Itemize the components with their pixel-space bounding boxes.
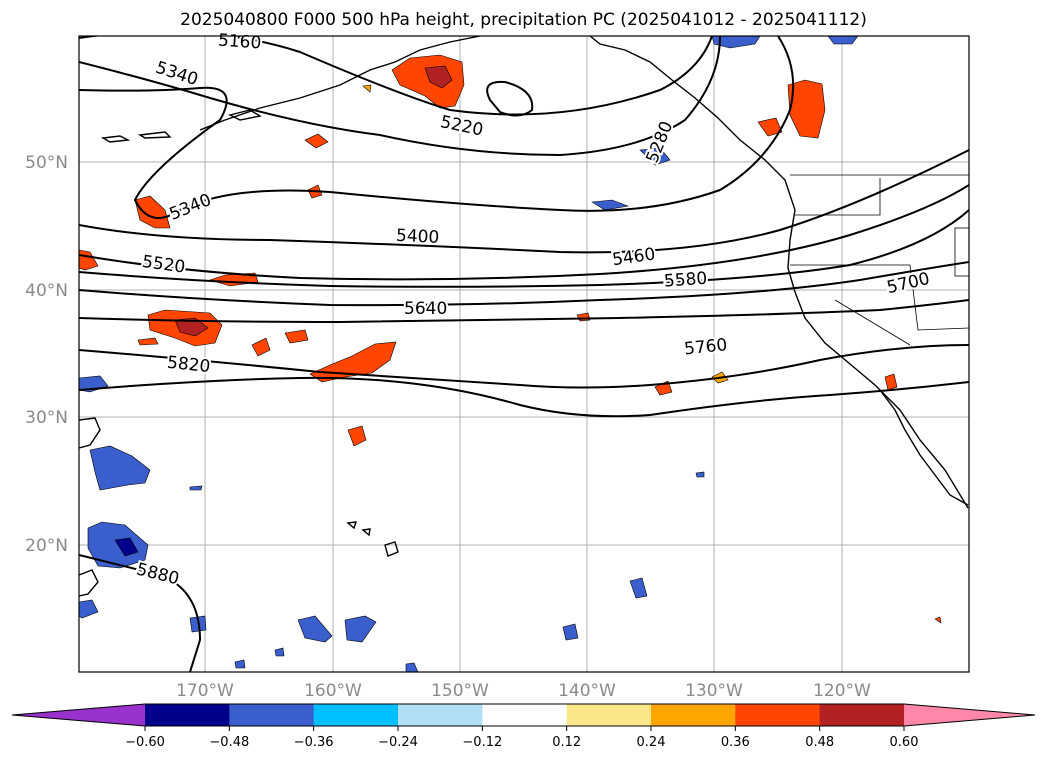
contour-label: 5640	[404, 299, 447, 319]
colorbar-segment	[145, 704, 230, 726]
colorbar-tick-label: −0.36	[294, 735, 334, 750]
colorbar-segment	[735, 704, 821, 726]
colorbar-tick-label: 0.36	[721, 735, 750, 750]
lon-label: 140°W	[558, 681, 616, 701]
colorbar-segment	[398, 704, 483, 726]
lat-label: 30°N	[25, 408, 68, 428]
lon-label: 130°W	[685, 681, 743, 701]
gridlines	[79, 36, 969, 672]
contour-label: 5160	[217, 30, 262, 53]
colorbar-segment	[566, 704, 652, 726]
plot-title: 2025040800 F000 500 hPa height, precipit…	[180, 10, 867, 30]
colorbar: −0.60 −0.48 −0.36 −0.24 −0.12 0.12 0.24 0.36 0.4…	[11, 703, 1036, 750]
colorbar-segment	[651, 704, 736, 726]
colorbar-tick-label: 0.12	[552, 735, 581, 750]
longitude-labels: 170°W 160°W 150°W 140°W 130°W 120°W	[176, 681, 871, 701]
colorbar-segment	[313, 704, 399, 726]
latitude-labels: 50°N 40°N 30°N 20°N	[25, 153, 68, 556]
colorbar-tick-label: −0.48	[209, 735, 249, 750]
lat-label: 40°N	[25, 281, 68, 301]
colorbar-tick-label: −0.60	[125, 735, 165, 750]
colorbar-extension-max	[904, 704, 1035, 726]
colorbar-tick-label: −0.24	[378, 735, 418, 750]
lon-label: 160°W	[304, 681, 362, 701]
map-background	[79, 36, 969, 672]
negative-anomaly-shading	[79, 36, 859, 672]
height-contours	[79, 36, 969, 672]
lat-label: 50°N	[25, 153, 68, 173]
colorbar-extension-min	[12, 704, 145, 726]
lon-label: 120°W	[813, 681, 871, 701]
colorbar-tick-label: 0.24	[637, 735, 666, 750]
coastlines	[79, 36, 969, 597]
colorbar-segment	[482, 704, 568, 726]
lon-label: 170°W	[176, 681, 234, 701]
contour-label: 5580	[663, 269, 708, 292]
colorbar-tick-label: −0.12	[462, 735, 502, 750]
lon-label: 150°W	[431, 681, 489, 701]
colorbar-segment	[229, 704, 315, 726]
colorbar-tick-label: 0.48	[805, 735, 834, 750]
positive-anomaly-shading	[79, 54, 942, 624]
contour-label: 5400	[396, 226, 440, 248]
lat-label: 20°N	[25, 536, 68, 556]
colorbar-tick-label: 0.60	[890, 735, 919, 750]
map-frame	[78, 35, 970, 673]
colorbar-segment	[819, 704, 905, 726]
